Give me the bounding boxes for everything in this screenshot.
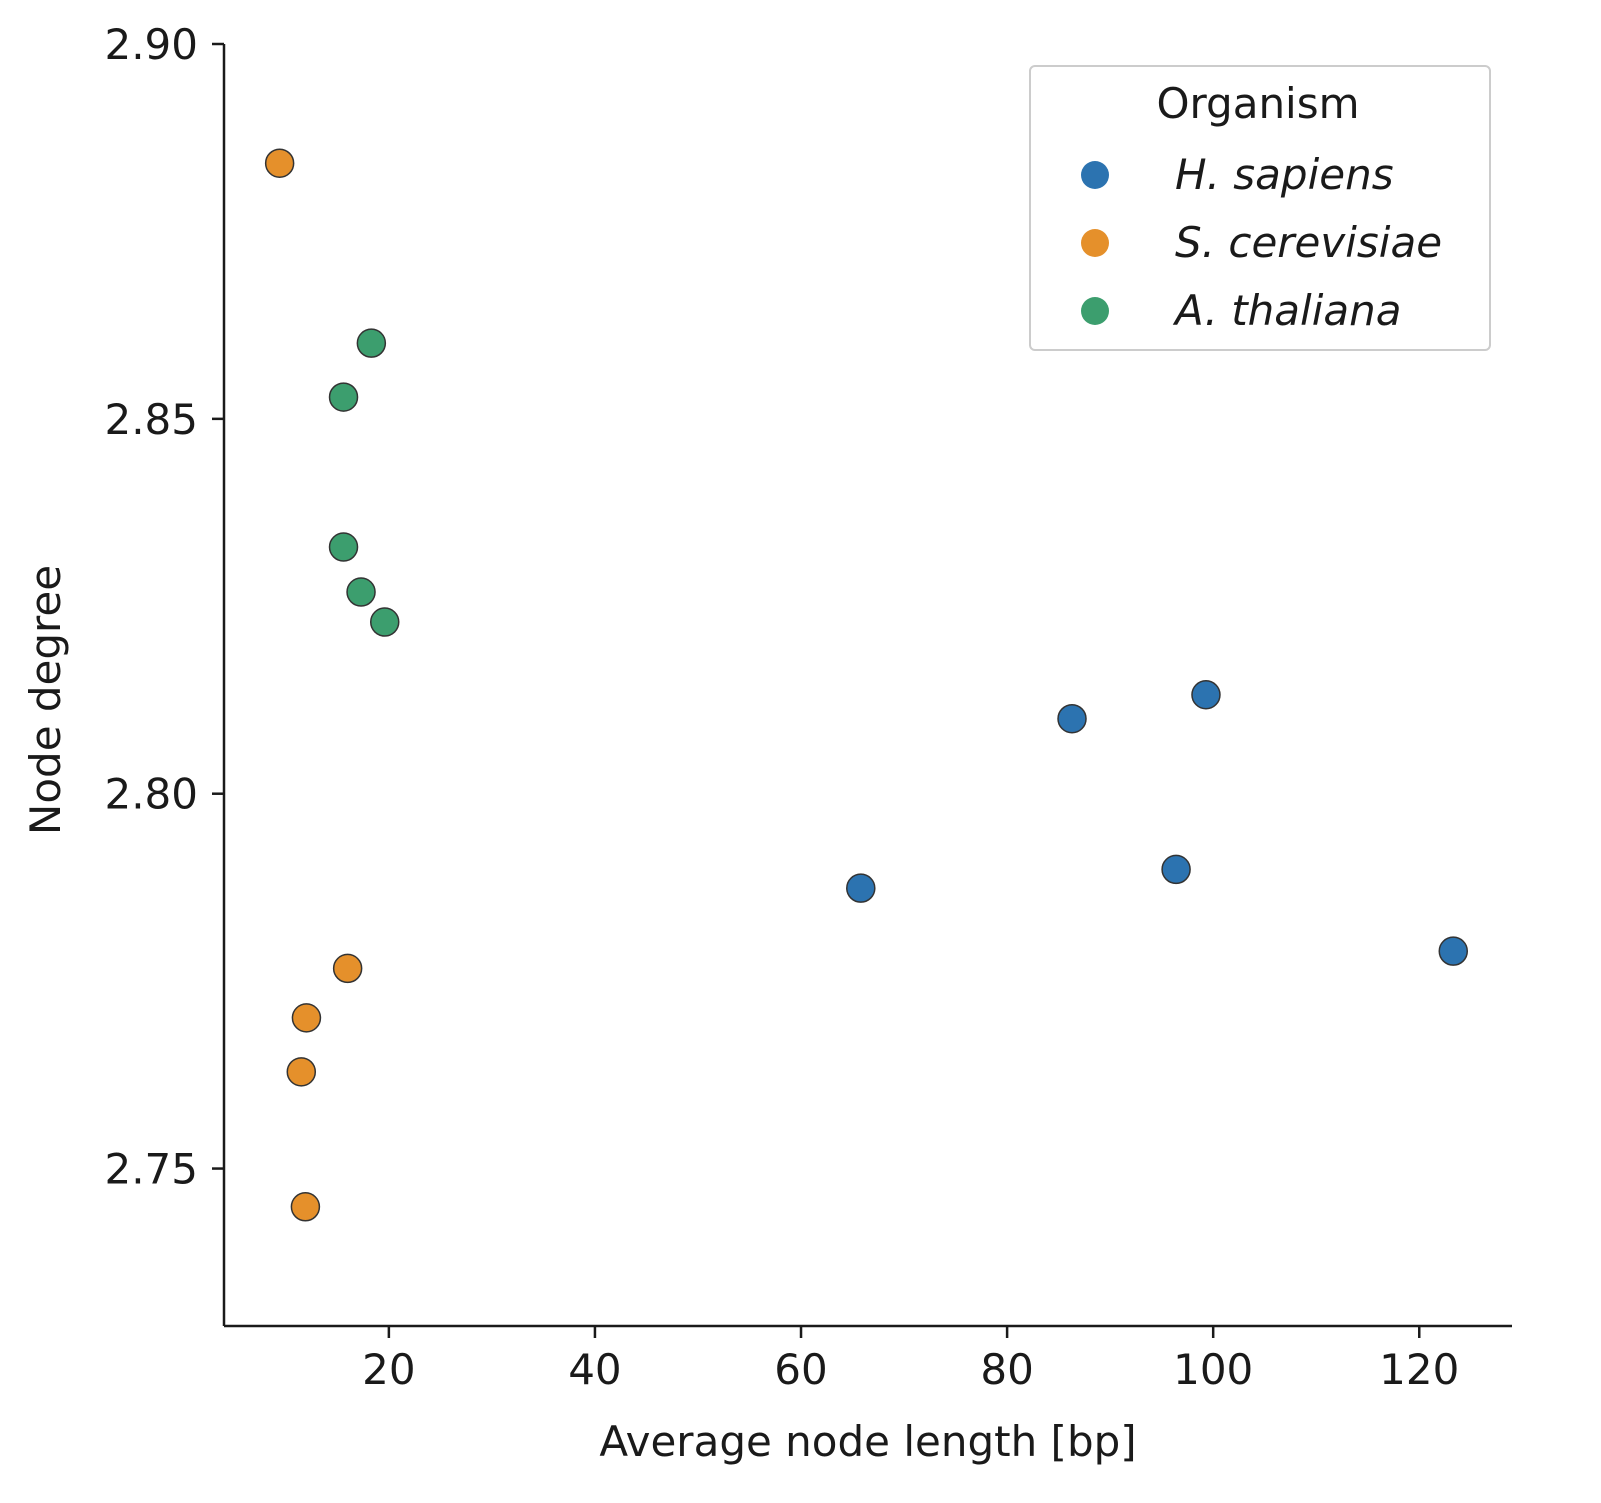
x-tick-label: 60 (774, 1345, 827, 1394)
legend-marker (1081, 161, 1109, 189)
data-point-h-sapiens (1438, 936, 1469, 966)
data-point-h-sapiens (1057, 703, 1087, 734)
data-point-h-sapiens (846, 873, 876, 903)
legend-label: S. cerevisiae (1175, 218, 1442, 267)
legend-label: H. sapiens (1175, 150, 1394, 199)
x-tick-label: 40 (568, 1345, 621, 1394)
data-point-a-thaliana (328, 382, 359, 412)
x-tick-label: 100 (1173, 1345, 1253, 1394)
data-point-s-cerevisiae (286, 1057, 317, 1087)
x-tick-label: 80 (980, 1345, 1033, 1394)
y-tick-label: 2.75 (104, 1145, 198, 1194)
y-tick-label: 2.80 (104, 770, 198, 819)
y-tick-label: 2.90 (104, 20, 198, 69)
data-point-a-thaliana (328, 532, 359, 562)
legend-title: Organism (1156, 79, 1359, 128)
x-tick-label: 120 (1379, 1345, 1459, 1394)
data-point-h-sapiens (1161, 854, 1191, 885)
data-point-s-cerevisiae (264, 148, 295, 178)
legend-marker (1081, 229, 1109, 257)
legend: Organism H. sapiens S. cerevisiae A. thalia… (1029, 65, 1491, 351)
x-axis-title: Average node length [bp] (599, 1417, 1136, 1466)
y-tick-label: 2.85 (104, 395, 198, 444)
data-points (264, 148, 1469, 1222)
legend-label: A. thaliana (1172, 286, 1401, 335)
data-point-a-thaliana (356, 328, 387, 358)
legend-box (1029, 65, 1491, 351)
data-point-s-cerevisiae (291, 1003, 322, 1033)
data-point-a-thaliana (346, 577, 376, 607)
data-point-s-cerevisiae (332, 953, 363, 984)
data-point-s-cerevisiae (290, 1192, 321, 1222)
axes: 20 40 60 80 100 120 2.75 2.80 2.85 2.90 Average no… (21, 20, 1512, 1466)
data-point-h-sapiens (1191, 679, 1221, 710)
x-tick-label: 20 (362, 1345, 415, 1394)
legend-marker (1081, 297, 1109, 325)
data-point-a-thaliana (369, 607, 400, 637)
y-axis-title: Node degree (21, 565, 70, 835)
